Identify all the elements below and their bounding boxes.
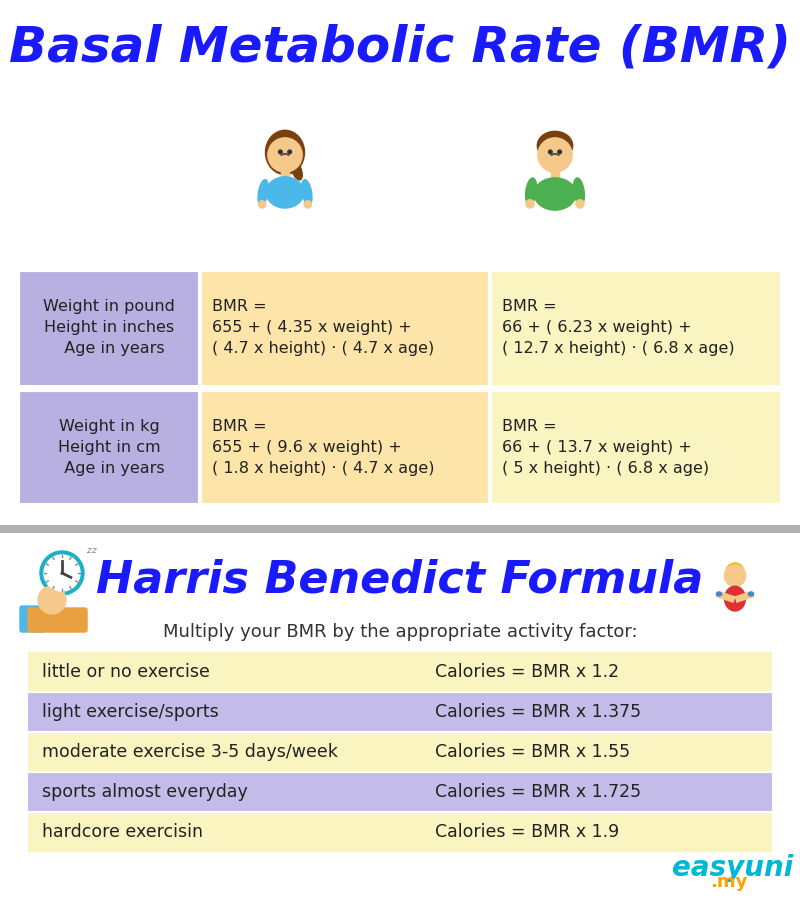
Text: Basal Metabolic Rate (BMR): Basal Metabolic Rate (BMR) [9,24,791,72]
Circle shape [268,138,302,172]
Ellipse shape [574,178,585,205]
Ellipse shape [290,159,302,180]
Circle shape [40,551,84,595]
FancyBboxPatch shape [20,606,44,632]
Text: BMR =
655 + ( 4.35 x weight) +
( 4.7 x height) · ( 4.7 x age): BMR = 655 + ( 4.35 x weight) + ( 4.7 x h… [212,299,434,356]
Ellipse shape [266,130,305,175]
FancyBboxPatch shape [490,270,782,385]
Text: $^z$$^z$: $^z$$^z$ [86,546,98,560]
FancyBboxPatch shape [490,390,782,505]
Circle shape [288,150,291,154]
Text: Weight in kg
Height in cm
  Age in years: Weight in kg Height in cm Age in years [54,419,164,476]
Text: BMR =
66 + ( 6.23 x weight) +
( 12.7 x height) · ( 6.8 x age): BMR = 66 + ( 6.23 x weight) + ( 12.7 x h… [502,299,734,356]
FancyBboxPatch shape [18,270,200,385]
Text: Multiply your BMR by the appropriate activity factor:: Multiply your BMR by the appropriate act… [162,623,638,641]
Ellipse shape [302,180,312,205]
Circle shape [724,565,746,587]
Circle shape [549,150,552,154]
FancyBboxPatch shape [200,270,490,385]
Circle shape [576,200,584,208]
FancyBboxPatch shape [28,608,87,632]
FancyBboxPatch shape [551,171,559,176]
Text: Harris Benedict Formula: Harris Benedict Formula [96,559,704,601]
Ellipse shape [258,180,268,205]
Text: BMR =
655 + ( 9.6 x weight) +
( 1.8 x height) · ( 4.7 x age): BMR = 655 + ( 9.6 x weight) + ( 1.8 x he… [212,419,434,476]
Text: Calories = BMR x 1.375: Calories = BMR x 1.375 [435,703,641,721]
Text: Weight in pound
Height in inches
  Age in years: Weight in pound Height in inches Age in … [43,299,175,356]
Text: little or no exercise: little or no exercise [42,663,210,681]
Circle shape [304,201,311,208]
Circle shape [38,586,66,614]
Text: Calories = BMR x 1.2: Calories = BMR x 1.2 [435,663,619,681]
Circle shape [538,138,572,172]
FancyBboxPatch shape [281,171,289,176]
Text: moderate exercise 3-5 days/week: moderate exercise 3-5 days/week [42,743,338,761]
FancyBboxPatch shape [0,525,800,533]
Ellipse shape [748,592,754,596]
Circle shape [526,200,534,208]
FancyBboxPatch shape [28,732,772,772]
Circle shape [726,562,744,581]
FancyBboxPatch shape [28,652,772,692]
Text: easyuni: easyuni [672,854,794,882]
FancyBboxPatch shape [28,772,772,812]
FancyBboxPatch shape [18,390,200,505]
Circle shape [44,555,80,591]
Text: hardcore exercisin: hardcore exercisin [42,823,203,841]
Text: .my: .my [710,873,747,891]
Ellipse shape [716,592,722,596]
FancyBboxPatch shape [28,812,772,852]
Circle shape [558,150,562,154]
Ellipse shape [526,178,537,205]
Text: Calories = BMR x 1.9: Calories = BMR x 1.9 [435,823,619,841]
FancyBboxPatch shape [200,390,490,505]
Text: Calories = BMR x 1.725: Calories = BMR x 1.725 [435,783,641,801]
Text: sports almost everyday: sports almost everyday [42,783,248,801]
Ellipse shape [534,178,576,210]
Text: light exercise/sports: light exercise/sports [42,703,218,721]
Text: Calories = BMR x 1.55: Calories = BMR x 1.55 [435,743,630,761]
Text: BMR =
66 + ( 13.7 x weight) +
( 5 x height) · ( 6.8 x age): BMR = 66 + ( 13.7 x weight) + ( 5 x heig… [502,419,709,476]
Ellipse shape [725,586,746,611]
Ellipse shape [538,131,573,160]
Circle shape [258,201,266,208]
Ellipse shape [266,176,304,208]
Circle shape [278,150,282,154]
FancyBboxPatch shape [28,692,772,732]
